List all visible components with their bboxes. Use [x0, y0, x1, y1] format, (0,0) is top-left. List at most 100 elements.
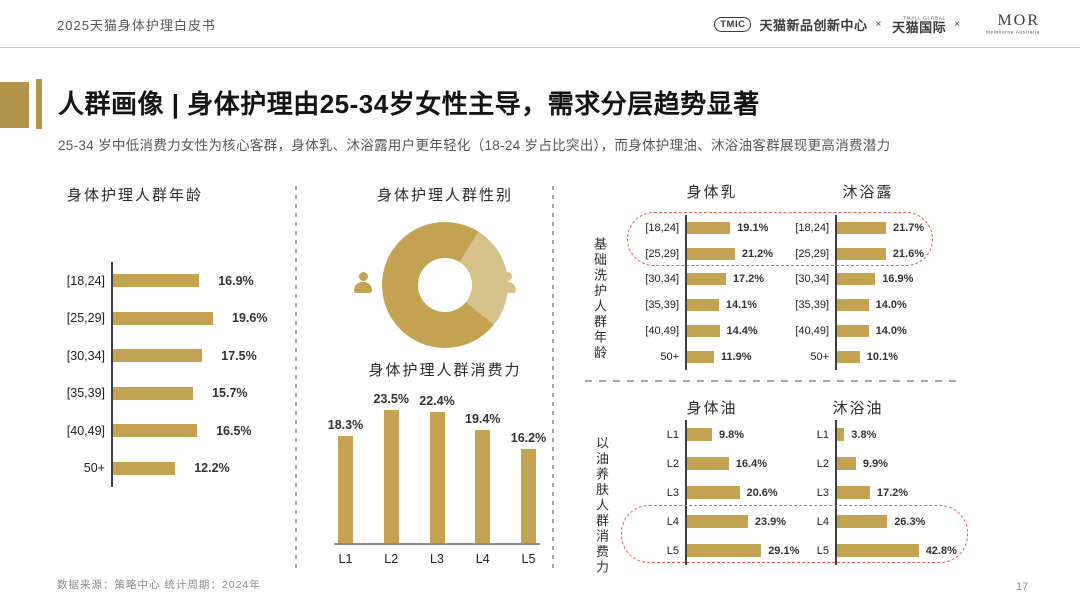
bar-row: L1 9.8% [633, 420, 783, 449]
mor-logo-text: MOR [997, 12, 1040, 29]
value-label: 12.2% [194, 461, 230, 476]
bar [837, 486, 870, 499]
bar-track: 16.4% [685, 449, 783, 478]
chart-body-milk: [18,24] 19.1% [25,29] 21.2% [30,34] 17.2% [35,… [633, 215, 783, 370]
value-label: 3.8% [851, 428, 877, 441]
bar-column: 23.5% L2 [374, 392, 409, 566]
bar [113, 461, 176, 475]
bar-track: 17.2% [835, 478, 958, 507]
value-label: 16.4% [735, 457, 767, 470]
header-divider [0, 47, 1080, 48]
value-label: 23.5% [373, 392, 409, 406]
tmic-logo-text: 天猫新品创新中心 [759, 17, 868, 33]
category-label: L2 [384, 552, 399, 566]
category-label: 50+ [810, 350, 829, 363]
bar-column: 22.4% L3 [419, 392, 454, 566]
title-accent-bar [36, 79, 42, 129]
bar-track: 3.8% [835, 420, 958, 449]
category-label: L1 [816, 428, 829, 441]
category-label: L1 [666, 428, 679, 441]
group-label-oil-spend: 以油养肤人群消费力 [594, 436, 609, 576]
bar-row: [30,34] 17.2% [633, 266, 783, 293]
bar-column: 16.2% L5 [511, 392, 546, 566]
bar-row: L3 17.2% [783, 478, 958, 507]
bar [837, 299, 869, 312]
category-label: L3 [816, 486, 829, 499]
value-label: 14.0% [875, 299, 907, 312]
category-label: [30,34] [645, 273, 679, 286]
value-label: 19.1% [737, 221, 769, 234]
value-label: 16.2% [510, 430, 547, 445]
bar-row: 50+ 12.2% [58, 449, 288, 487]
bar-track: 14.1% [685, 292, 783, 319]
bar [687, 247, 735, 260]
bar-row: L4 23.9% [633, 507, 786, 536]
male-icon-torso [498, 282, 516, 293]
category-label: L4 [816, 515, 829, 528]
vertical-dashed-divider [552, 186, 554, 568]
tmall-global-logo-small-text: TMALL GLOBAL [903, 16, 947, 21]
female-icon [352, 272, 374, 296]
bar-column: 18.3% L1 [328, 392, 363, 566]
value-label: 19.6% [232, 311, 268, 326]
bar [521, 448, 536, 543]
bar-track: 26.3% [835, 507, 958, 536]
bar [687, 515, 748, 528]
bar [687, 273, 726, 286]
page-subtitle: 25-34 岁中低消费力女性为核心客群，身体乳、沐浴露用户更年轻化（18-24 … [58, 138, 891, 153]
category-label: [25,29] [795, 247, 829, 260]
bar-track: 16.9% [111, 262, 288, 300]
bar-row: L5 29.1% [633, 536, 799, 565]
value-label: 11.9% [720, 350, 752, 363]
value-label: 26.3% [894, 515, 926, 528]
highlight-ellipse-high-spend [621, 505, 968, 563]
bar-track: 29.1% [685, 536, 799, 565]
bar-row: 50+ 10.1% [783, 343, 943, 370]
value-label: 16.9% [218, 273, 254, 288]
bar-track: 19.6% [111, 299, 288, 337]
bar [687, 221, 731, 234]
category-label: [18,24] [66, 273, 105, 288]
bar [837, 221, 886, 234]
value-label: 9.8% [719, 428, 745, 441]
chart-title-body-milk: 身体乳 [686, 184, 738, 201]
category-label: 50+ [83, 461, 105, 476]
donut-hole [418, 258, 472, 312]
bar-track: 16.5% [111, 412, 288, 450]
bar [113, 349, 203, 363]
bar-row: [25,29] 21.2% [633, 240, 783, 267]
bar-row: [40,49] 14.0% [783, 318, 943, 344]
bar [113, 386, 194, 400]
female-icon-head [358, 272, 368, 281]
bar-track: 15.7% [111, 374, 288, 412]
category-label: [25,29] [66, 311, 105, 326]
chart-shower-oil: L1 3.8% L2 9.9% L3 17.2% L4 26.3% L5 42.8% [783, 420, 958, 565]
bar-row: [25,29] 19.6% [58, 299, 288, 337]
category-label: L1 [338, 552, 353, 566]
bar [429, 412, 445, 543]
page-number: 17 [1016, 581, 1029, 593]
tmall-global-logo: TMALL GLOBAL 天猫国际 [889, 15, 946, 34]
value-label: 14.0% [875, 325, 907, 338]
bar [687, 457, 729, 470]
bar-track: 17.2% [685, 266, 783, 293]
value-label: 29.1% [768, 544, 800, 557]
mor-logo: MOR Melbourne Australia [968, 12, 1040, 36]
bar [687, 299, 719, 312]
logo-bar: TMIC 天猫新品创新中心 × TMALL GLOBAL 天猫国际 × MOR … [714, 13, 1040, 35]
bar-track: 14.0% [835, 318, 943, 344]
title-accent-square [0, 82, 29, 128]
value-label: 15.7% [212, 386, 248, 401]
male-icon [496, 272, 518, 296]
category-label: L4 [666, 515, 679, 528]
bar [837, 544, 919, 557]
bar-row: L1 3.8% [783, 420, 958, 449]
bar [475, 429, 491, 543]
page-title: 人群画像 | 身体护理由25-34岁女性主导，需求分层趋势显著 [58, 89, 760, 119]
bar-track: 23.9% [685, 507, 786, 536]
category-label: [18,24] [795, 221, 829, 234]
female-icon-torso [354, 282, 372, 293]
group-label-basic-wash-age: 基础洗护人群年龄 [592, 237, 607, 361]
bar-track: 16.9% [835, 266, 943, 293]
bar [837, 350, 860, 363]
